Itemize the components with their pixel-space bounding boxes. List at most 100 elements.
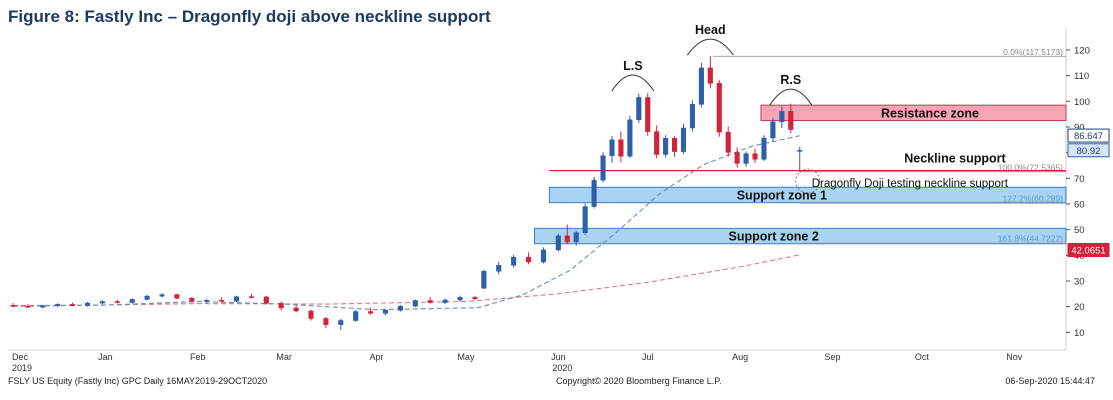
candle-body	[233, 296, 240, 302]
pattern-arc	[769, 88, 813, 106]
candle-body	[338, 320, 344, 325]
candle-body	[204, 299, 210, 302]
candle-body	[293, 307, 299, 312]
y-tick-label: 100	[1074, 97, 1090, 108]
x-tick-label: Sep	[824, 352, 840, 362]
candle-body	[278, 303, 284, 309]
candle-body	[144, 295, 150, 300]
moving-average-short-line	[12, 135, 800, 311]
candle-body	[600, 155, 606, 181]
candle-body	[609, 139, 615, 156]
candle-body	[770, 121, 776, 139]
zone-label: Support zone 1	[737, 188, 827, 202]
pattern-arc	[611, 74, 655, 92]
y-tick-label: 110	[1074, 71, 1089, 82]
y-tick-label: 10	[1074, 328, 1085, 339]
candle-body	[707, 67, 713, 84]
candle-body	[10, 305, 16, 307]
candle-body	[219, 299, 225, 302]
last-price-tag	[1067, 128, 1110, 143]
candle-body	[672, 138, 678, 152]
candle-body	[627, 119, 633, 157]
candle-body	[40, 305, 46, 308]
candle-body	[70, 304, 76, 306]
doji-highlight-circle	[795, 168, 821, 194]
last-price-value: 42.0651	[1071, 246, 1105, 257]
candle-body	[555, 235, 561, 251]
figure-title: Figure 8: Fastly Inc – Dragonfly doji ab…	[8, 7, 491, 26]
moving-average-long-line	[12, 254, 800, 307]
x-tick-label: Aug	[732, 352, 748, 362]
candle-body	[564, 235, 570, 243]
candle-body	[472, 297, 478, 299]
x-tick-label: Nov	[1006, 352, 1023, 362]
pattern-label: L.S	[623, 59, 642, 73]
candle-body	[382, 310, 389, 314]
candle-body	[654, 131, 660, 155]
candle-body	[189, 297, 195, 302]
candle-body	[397, 305, 403, 311]
candle-body	[797, 150, 803, 152]
candle-body	[761, 137, 767, 160]
last-price-tag	[1067, 143, 1110, 158]
zone-resistance	[760, 104, 1067, 122]
x-year-label: 2020	[552, 363, 572, 373]
zone-support	[548, 186, 1067, 204]
y-tick-label: 70	[1074, 174, 1085, 185]
y-tick-label: 90	[1074, 122, 1085, 133]
candle-body	[481, 270, 487, 289]
x-tick-label: Dec	[12, 352, 29, 362]
candle-body	[698, 67, 704, 105]
x-year-label: 2019	[12, 363, 32, 373]
x-tick-label: Mar	[276, 352, 292, 362]
candle-body	[680, 127, 687, 152]
candle-body	[457, 297, 463, 301]
pattern-arc	[686, 38, 734, 56]
candle-body	[636, 97, 642, 121]
fib-label: 100.0%(72.5365)	[998, 162, 1063, 172]
y-tick-label: 120	[1074, 45, 1090, 56]
y-tick-label: 50	[1074, 225, 1085, 236]
x-tick-label: May	[457, 352, 475, 362]
candle-body	[99, 301, 105, 304]
candle-body	[716, 83, 722, 133]
candle-body	[25, 305, 31, 308]
candle-body	[55, 304, 61, 306]
candle-body	[308, 310, 314, 319]
candle-body	[788, 111, 794, 130]
candle-body	[540, 249, 546, 263]
candle-body	[412, 300, 418, 307]
candle-body	[663, 138, 669, 155]
candle-body	[511, 256, 517, 266]
fib-label: 0.0%(117.5173)	[1003, 47, 1063, 57]
zone-label: Resistance zone	[881, 106, 979, 120]
footer-security: FSLY US Equity (Fastly Inc) GPC Daily 16…	[8, 376, 268, 386]
x-tick-label: Jul	[642, 352, 654, 362]
pattern-label: Head	[695, 23, 726, 37]
candle-body	[159, 294, 165, 297]
y-tick-label: 30	[1074, 276, 1085, 287]
candle-body	[725, 131, 731, 153]
x-tick-label: Apr	[370, 352, 384, 362]
candle-body	[248, 296, 254, 298]
fib-label: 161.8%(44.7222)	[998, 234, 1063, 244]
last-price-value: 86.647	[1074, 131, 1103, 142]
candle-body	[496, 265, 502, 272]
footer-copyright: Copyright© 2020 Bloomberg Finance L.P.	[556, 376, 722, 386]
candle-body	[263, 296, 269, 304]
y-tick-label: 20	[1074, 302, 1085, 313]
candle-body	[591, 179, 597, 207]
candle-body	[427, 300, 433, 303]
candle-body	[525, 256, 532, 263]
x-tick-label: Feb	[190, 352, 206, 362]
neckline-label: Neckline support	[904, 152, 1006, 166]
x-tick-label: Oct	[915, 352, 930, 362]
fib-label: 127.2%(60.289)	[1003, 194, 1064, 204]
candle-body	[618, 139, 624, 157]
footer-timestamp: 06-Sep-2020 15:44:47	[1005, 376, 1095, 386]
last-price-tag	[1067, 243, 1110, 258]
last-price-value: 80.92	[1077, 146, 1101, 157]
candle-body	[573, 232, 579, 243]
candle-body	[689, 104, 695, 129]
